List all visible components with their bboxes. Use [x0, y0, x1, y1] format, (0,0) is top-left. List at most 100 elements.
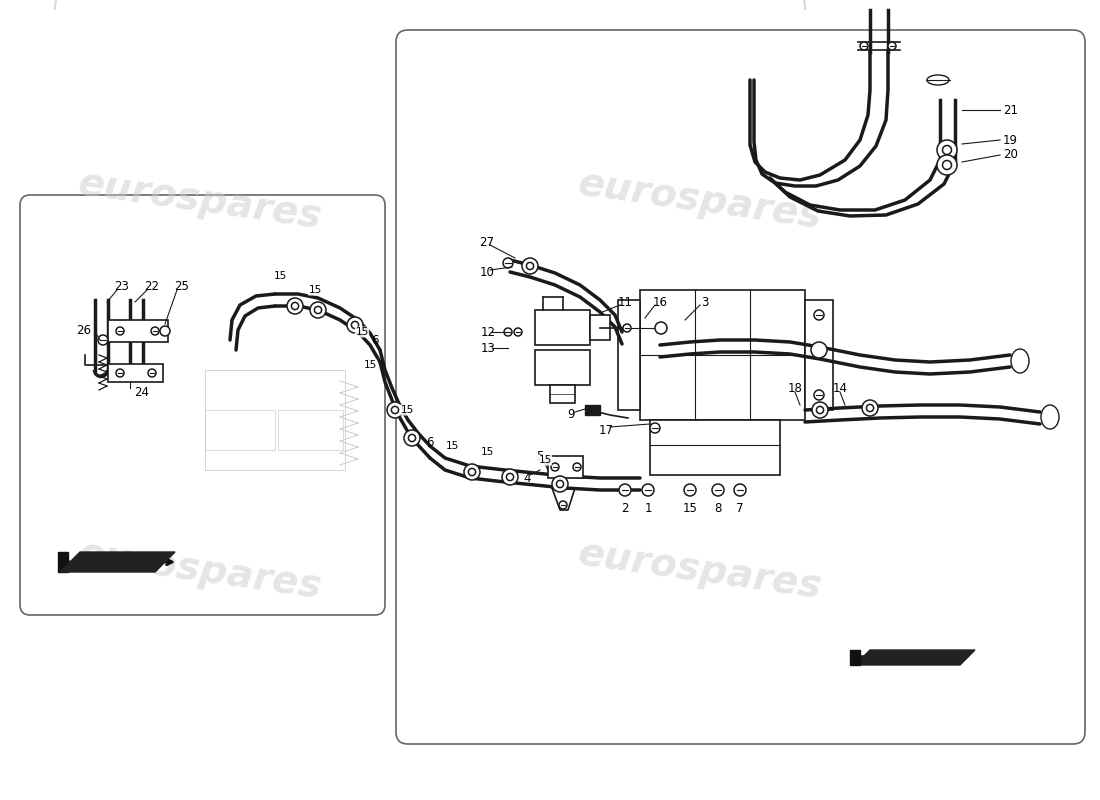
Circle shape	[734, 484, 746, 496]
Circle shape	[469, 468, 475, 475]
FancyBboxPatch shape	[20, 195, 385, 615]
Text: 26: 26	[76, 323, 91, 337]
Text: eurospares: eurospares	[76, 164, 324, 236]
Circle shape	[351, 322, 359, 329]
Bar	[590, 315, 610, 340]
FancyBboxPatch shape	[396, 30, 1085, 744]
Circle shape	[860, 42, 868, 50]
Text: eurospares: eurospares	[76, 534, 324, 606]
Circle shape	[650, 423, 660, 433]
Circle shape	[814, 390, 824, 400]
Circle shape	[503, 258, 513, 268]
Circle shape	[504, 328, 512, 336]
Circle shape	[514, 328, 522, 336]
Text: 2: 2	[621, 502, 629, 514]
Polygon shape	[58, 552, 68, 572]
Text: 20: 20	[1003, 149, 1018, 162]
Text: 12: 12	[481, 326, 495, 338]
Ellipse shape	[1011, 349, 1028, 373]
Bar	[550, 385, 575, 403]
Circle shape	[712, 484, 724, 496]
Text: 15: 15	[363, 360, 376, 370]
Bar	[640, 290, 805, 420]
Text: 16: 16	[652, 295, 668, 309]
Bar	[620, 280, 850, 460]
Circle shape	[654, 322, 667, 334]
Circle shape	[811, 342, 827, 358]
Circle shape	[816, 406, 824, 414]
Circle shape	[814, 310, 824, 320]
Circle shape	[522, 258, 538, 274]
Text: 1: 1	[645, 502, 651, 514]
Text: 18: 18	[788, 382, 802, 394]
Circle shape	[684, 484, 696, 496]
Circle shape	[287, 298, 303, 314]
Text: 13: 13	[481, 342, 495, 354]
Polygon shape	[585, 405, 600, 415]
Polygon shape	[552, 488, 575, 510]
Circle shape	[559, 501, 566, 509]
Text: 15: 15	[446, 441, 459, 451]
Bar	[650, 420, 780, 475]
Bar	[205, 370, 345, 470]
Circle shape	[151, 327, 160, 335]
Text: 8: 8	[714, 502, 722, 514]
Text: 21: 21	[1003, 103, 1018, 117]
Text: 25: 25	[175, 281, 189, 294]
Text: 6: 6	[427, 435, 433, 449]
Circle shape	[557, 480, 563, 488]
Polygon shape	[850, 650, 860, 665]
Text: 15: 15	[308, 285, 321, 295]
Circle shape	[867, 404, 873, 411]
Circle shape	[464, 464, 480, 480]
Circle shape	[937, 155, 957, 175]
Text: 15: 15	[400, 405, 414, 415]
Text: 22: 22	[144, 281, 159, 294]
Bar	[535, 310, 590, 345]
Bar	[278, 410, 343, 450]
Circle shape	[943, 146, 951, 154]
Bar	[700, 430, 800, 490]
Circle shape	[937, 140, 957, 160]
Circle shape	[502, 469, 518, 485]
Circle shape	[619, 484, 631, 496]
Circle shape	[527, 262, 534, 270]
Text: 14: 14	[833, 382, 847, 394]
Text: 15: 15	[481, 447, 494, 457]
Text: 15: 15	[355, 327, 368, 337]
Text: 15: 15	[274, 271, 287, 281]
Polygon shape	[855, 650, 975, 665]
Circle shape	[98, 335, 108, 345]
Circle shape	[506, 474, 514, 481]
Circle shape	[346, 317, 363, 333]
Bar	[108, 364, 163, 382]
Text: 9: 9	[568, 409, 574, 422]
Ellipse shape	[927, 75, 949, 85]
Circle shape	[888, 42, 896, 50]
Text: 7: 7	[736, 502, 744, 514]
Text: 11: 11	[617, 295, 632, 309]
Circle shape	[623, 324, 631, 332]
Circle shape	[812, 402, 828, 418]
Circle shape	[148, 369, 156, 377]
Bar	[805, 300, 833, 410]
Text: 15: 15	[538, 455, 551, 465]
Circle shape	[310, 302, 326, 318]
Circle shape	[387, 402, 403, 418]
Text: 15: 15	[683, 502, 697, 514]
Circle shape	[404, 430, 420, 446]
Circle shape	[116, 327, 124, 335]
Circle shape	[408, 434, 416, 442]
Text: eurospares: eurospares	[575, 164, 824, 236]
Circle shape	[160, 326, 170, 336]
Text: 10: 10	[480, 266, 494, 279]
Text: 19: 19	[1003, 134, 1018, 146]
Text: 23: 23	[114, 281, 130, 294]
Circle shape	[315, 306, 321, 314]
Bar	[548, 456, 583, 478]
Circle shape	[943, 161, 951, 170]
Bar	[108, 320, 168, 342]
Circle shape	[642, 484, 654, 496]
Circle shape	[862, 400, 878, 416]
Text: 6: 6	[372, 334, 378, 346]
